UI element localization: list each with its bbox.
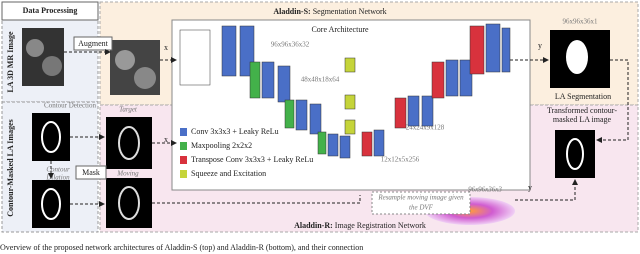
network-title: Aladdin-R: Image Registration Network (294, 221, 426, 230)
legend-label: Transpose Conv 3x3x3 + Leaky ReLu (191, 155, 313, 164)
dim-label: 12x12x5x256 (381, 156, 420, 164)
image-label: Moving (116, 170, 139, 178)
network-blocks (179, 23, 511, 159)
image-label: Target (119, 106, 138, 114)
side-label: LA 3D MR Image (6, 31, 15, 93)
resample-box (371, 191, 471, 215)
io-label: y (538, 41, 542, 50)
image-label: Transformed contour- (547, 106, 617, 115)
legend: Conv 3x3x3 + Leaky ReLu Maxpooling 2x2x2… (180, 127, 313, 178)
title-part: Segmentation Network (313, 7, 387, 16)
core-title: Core Architecture (311, 25, 369, 34)
dim-label: 96x96x36x32 (271, 41, 310, 49)
legend-label: Squeeze and Excitation (191, 169, 266, 178)
panel-title: Data Processing (23, 6, 78, 15)
images (22, 28, 610, 228)
step-label: Dilation (45, 174, 70, 182)
resample-label: the DVF (409, 204, 434, 212)
dim-label: 48x48x18x64 (301, 76, 340, 84)
mask-label: Mask (82, 168, 100, 177)
dim-label: 96x96x36x3 (468, 186, 502, 194)
network-title: Aladdin-S: Segmentation Network (273, 7, 386, 16)
dim-label: 96x96x36x1 (563, 18, 599, 26)
resample-label: Resample moving image given (377, 194, 464, 202)
caption: Overview of the proposed network archite… (0, 243, 363, 252)
title-part: Aladdin-R: (294, 221, 333, 230)
legend-label: Conv 3x3x3 + Leaky ReLu (191, 127, 279, 136)
title-part: Aladdin-S: (273, 7, 310, 16)
mask-box (75, 165, 107, 180)
title-part: Image Registration Network (335, 221, 426, 230)
io-label: x (164, 135, 168, 144)
arrows (48, 49, 629, 207)
side-label: Contour-Masked LA Images (6, 119, 15, 216)
augment-box (73, 36, 113, 51)
step-label: Contour Detection (44, 102, 96, 110)
io-label: y (528, 183, 532, 192)
dim-label: 24x24x9x128 (406, 124, 445, 132)
image-label: masked LA image (553, 115, 612, 124)
step-label: Contour (46, 166, 70, 174)
result-label: LA Segmentation (555, 92, 611, 101)
augment-label: Augment (78, 39, 109, 48)
legend-label: Maxpooling 2x2x2 (191, 141, 252, 150)
io-label: x (164, 43, 168, 52)
